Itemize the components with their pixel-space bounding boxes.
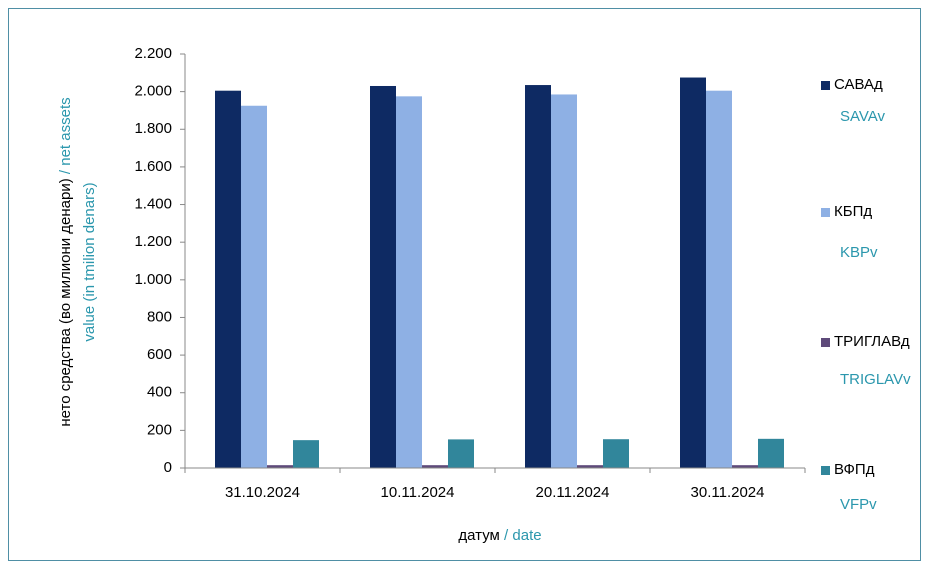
legend-label: ТРИГЛАВд bbox=[834, 333, 910, 350]
bar bbox=[267, 465, 293, 468]
y-tick-label: 1.400 bbox=[134, 196, 172, 213]
y-tick-label: 1.800 bbox=[134, 120, 172, 137]
bar bbox=[577, 465, 603, 468]
x-label-en: / date bbox=[504, 527, 542, 544]
bar bbox=[396, 96, 422, 468]
bar bbox=[370, 85, 396, 468]
legend-label-en: VFPv bbox=[840, 496, 877, 513]
legend-swatch bbox=[821, 466, 830, 475]
y-tick-label: 1.000 bbox=[134, 271, 172, 288]
x-label-mk: датум bbox=[458, 527, 499, 544]
legend-label: КБПд bbox=[834, 203, 872, 220]
legend-label-en: TRIGLAVv bbox=[840, 371, 911, 388]
legend-swatch bbox=[821, 81, 830, 90]
bar bbox=[293, 440, 319, 468]
y-tick-label: 1.200 bbox=[134, 233, 172, 250]
y-tick-label: 800 bbox=[147, 308, 172, 325]
y-tick-label: 200 bbox=[147, 421, 172, 438]
bar bbox=[448, 439, 474, 468]
y-tick-label: 2.200 bbox=[134, 45, 172, 62]
y-axis-label: нето средства (во милиони денари) / net … bbox=[57, 97, 74, 426]
legend-label-en: KBPv bbox=[840, 244, 878, 261]
y-tick-label: 2.000 bbox=[134, 83, 172, 100]
bar bbox=[732, 465, 758, 468]
bar bbox=[215, 90, 241, 468]
y-axis-label-en: value (in tmilion denars) bbox=[81, 182, 98, 341]
y-label-mk: нето средства (во милиони денари) bbox=[57, 178, 74, 426]
bar bbox=[241, 105, 267, 468]
legend-swatch bbox=[821, 338, 830, 347]
chart-frame bbox=[8, 8, 921, 561]
bar bbox=[706, 90, 732, 468]
y-tick-label: 400 bbox=[147, 384, 172, 401]
legend-label: ВФПд bbox=[834, 461, 875, 478]
bar bbox=[551, 94, 577, 468]
legend-swatch bbox=[821, 208, 830, 217]
x-tick-label: 10.11.2024 bbox=[381, 484, 455, 501]
y-tick-label: 0 bbox=[164, 459, 172, 476]
bar bbox=[422, 465, 448, 468]
bar bbox=[680, 77, 706, 468]
x-axis-label: датум / date bbox=[458, 527, 541, 544]
y-label-en: / net assets bbox=[57, 97, 74, 174]
x-tick-label: 30.11.2024 bbox=[691, 484, 765, 501]
legend-label: САВАд bbox=[834, 76, 883, 93]
x-tick-label: 31.10.2024 bbox=[225, 484, 300, 501]
y-tick-label: 1.600 bbox=[134, 158, 172, 175]
bar bbox=[603, 439, 629, 468]
bar bbox=[525, 85, 551, 469]
y-tick-label: 600 bbox=[147, 346, 172, 363]
bar bbox=[758, 438, 784, 468]
legend-label-en: SAVAv bbox=[840, 108, 886, 125]
x-tick-label: 20.11.2024 bbox=[536, 484, 610, 501]
